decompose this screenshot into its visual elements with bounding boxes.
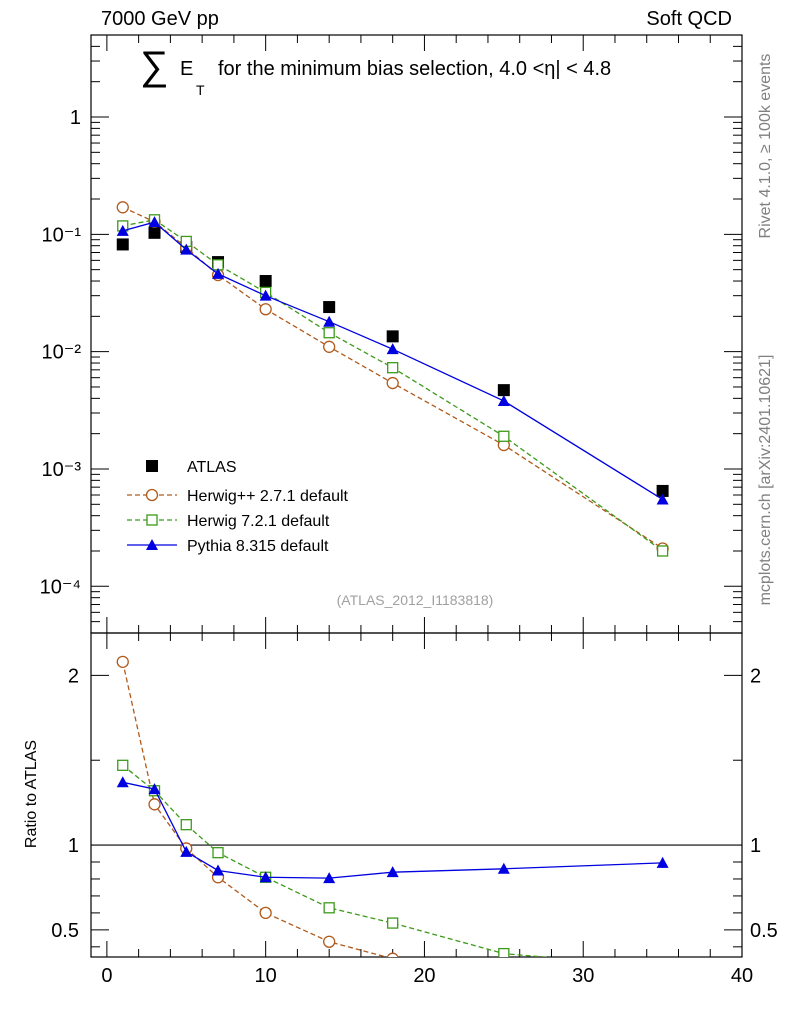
main-point-atlas [116,238,129,251]
ratio-point-pythia [116,776,129,788]
ratio-y-tick-label: 2 [68,665,79,687]
x-tick-label: 20 [413,965,435,987]
header-energy-label: 7000 GeV pp [101,8,219,30]
main-point-pythia [323,315,336,327]
main-point-pythia [259,289,272,301]
legend-label-herwig7: Herwig 7.2.1 default [187,513,330,530]
main-point-pythia [180,243,193,255]
title-sum-symbol: ∑ [140,44,169,88]
legend-marker-herwig7 [146,514,158,526]
main-y-tick-label: 1 [70,107,81,129]
ratio-point-pythia [386,866,399,878]
main-point-herwig7 [498,430,510,442]
analysis-watermark: (ATLAS_2012_I1183818) [336,592,494,608]
plot-title: for the minimum bias selection, 4.0 <η| … [218,58,612,80]
ratio-plot-frame [90,632,743,958]
main-point-herwig7 [323,327,335,339]
ratio-point-herwig7 [117,759,129,771]
ratio-y-tick-label-right: 1 [750,835,761,857]
main-point-herwigpp [323,340,336,353]
ratio-series-group-pythia [116,776,669,884]
main-point-pythia [212,267,225,279]
main-point-pythia [386,343,399,355]
x-tick-label: 40 [731,965,753,987]
ratio-point-pythia [148,783,161,795]
main-point-pythia [497,394,510,406]
ratio-series-group-herwig7 [117,759,552,957]
main-y-tick-label: 10⁻³ [42,459,82,481]
main-point-atlas [386,330,399,343]
ratio-point-pythia [497,862,510,874]
ratio-point-herwigpp [116,655,129,668]
ratio-series-line-herwigpp [122,661,389,957]
ratio-y-tick-label: 0.5 [51,920,79,942]
ratio-point-herwigpp [259,906,272,920]
main-point-herwig7 [387,362,399,374]
main-point-herwigpp [116,201,129,214]
main-point-atlas [323,301,336,314]
ratio-point-pythia [180,845,193,857]
main-y-tick-label: 10⁻² [42,342,82,364]
legend-label-atlas: ATLAS [187,459,237,476]
legend-marker-herwigpp [145,488,159,502]
main-point-pythia [116,224,129,236]
main-point-atlas [148,226,161,239]
ratio-y-tick-label-right: 0.5 [750,920,778,942]
legend-label-pythia: Pythia 8.315 default [187,538,329,555]
ratio-series-line-herwig7 [122,764,552,957]
ratio-point-herwig7 [498,947,510,957]
x-tick-label: 30 [572,965,594,987]
main-point-pythia [656,493,669,505]
main-point-pythia [148,216,161,228]
legend-label-herwigpp: Herwig++ 2.7.1 default [187,488,349,505]
ratio-point-herwig7 [212,847,224,859]
ratio-point-herwigpp [386,952,399,957]
ratio-point-herwigpp [323,935,336,948]
legend-marker-pythia [146,539,158,550]
ratio-point-pythia [259,871,272,883]
ratio-series-line-pythia [122,781,663,879]
legend-marker-atlas [146,460,158,472]
x-tick-label: 10 [255,965,277,987]
main-point-herwigpp [259,303,272,316]
main-y-tick-label: 10⁻⁴ [40,576,81,598]
main-point-herwig7 [656,545,669,557]
ratio-point-herwig7 [180,819,192,831]
title-e-label: E [180,58,194,80]
main-series-line-pythia [122,221,663,500]
main-point-atlas [497,384,510,397]
header-process-label: Soft QCD [646,8,732,30]
ratio-point-herwig7 [323,902,335,914]
ratio-point-pythia [212,864,225,876]
x-tick-label: 0 [101,965,112,987]
main-point-atlas [656,484,669,497]
ratio-point-herwigpp [148,798,161,811]
main-point-atlas [259,275,272,288]
ratio-y-tick-label: 1 [68,835,79,857]
ratio-point-pythia [323,872,336,884]
main-series-line-herwig7 [122,219,663,552]
title-t-subscript: T [196,82,205,98]
ratio-y-tick-label-right: 2 [750,665,761,687]
main-point-herwigpp [386,376,399,390]
main-y-tick-label: 10⁻¹ [42,224,82,246]
ratio-point-herwig7 [387,917,399,929]
